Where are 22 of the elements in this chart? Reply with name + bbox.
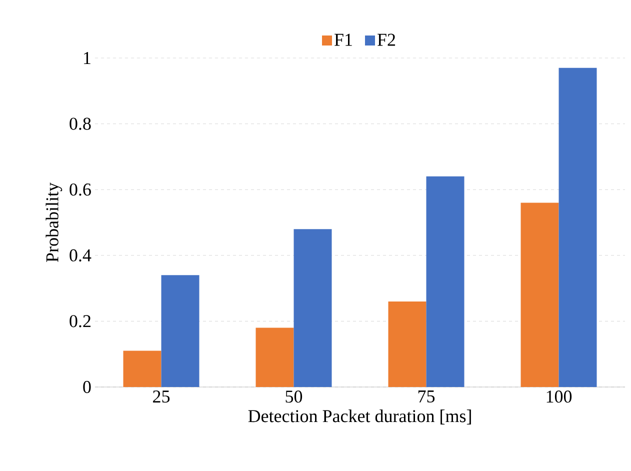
legend-label: F1 [334,34,352,46]
bar [558,68,597,387]
x-tick-label: 50 [286,390,302,403]
x-tick-label: 25 [153,390,170,403]
bar [426,176,464,387]
legend-label: F2 [378,34,396,46]
y-tick-label: 0.4 [70,249,92,262]
bar [256,328,294,387]
bar [123,350,162,387]
x-axis-title: Detection Packet duration [ms] [248,410,471,424]
bar [294,229,332,387]
y-tick-label: 1 [84,52,90,64]
x-tick-label: 100 [546,390,572,403]
x-tick-label: 75 [418,390,435,402]
y-tick-label: 0.8 [70,118,91,130]
y-tick-label: 0 [83,380,91,394]
y-tick-label: 0.6 [70,183,91,196]
bar [520,202,559,387]
y-tick-label: 0.2 [70,315,90,328]
bar [161,275,200,387]
y-axis-title: Probability [46,182,62,262]
bar [388,301,426,387]
